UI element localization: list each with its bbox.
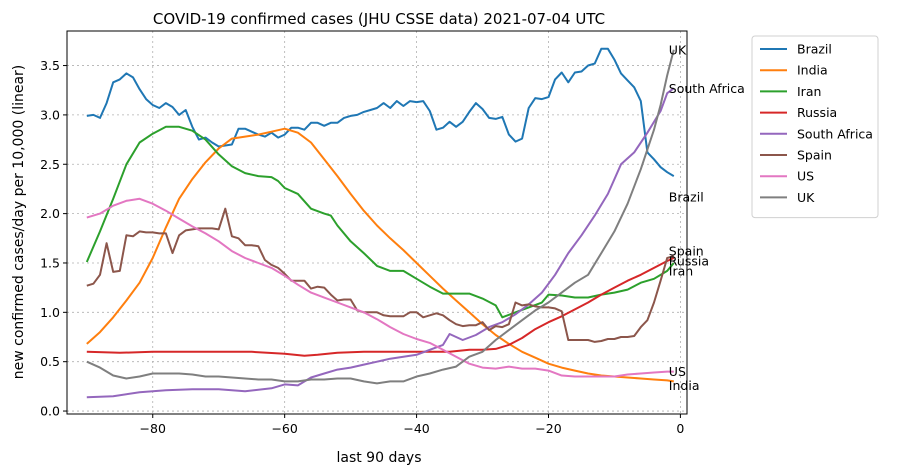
series-line-us: [86, 197, 674, 378]
series-line-iran: [85, 125, 675, 319]
series-line-uk: [86, 49, 675, 385]
series-line-india: [86, 127, 674, 383]
x-tick-label: 0: [676, 421, 684, 436]
chart-title: COVID-19 confirmed cases (JHU CSSE data)…: [153, 10, 605, 28]
end-label-south-africa: South Africa: [669, 81, 745, 96]
x-tick-label: −80: [140, 421, 166, 436]
legend-label-india: India: [797, 63, 828, 78]
x-tick-label: −40: [403, 421, 429, 436]
end-label-spain: Spain: [669, 244, 704, 259]
legend-label-south-africa: South Africa: [797, 126, 873, 141]
legend-label-iran: Iran: [797, 84, 821, 99]
x-axis: −80 −60 −40 −20 0: [140, 414, 684, 436]
plot-area: −80 −60 −40 −20 0 0.0 0.5 1.0 1.5 2.0 2.5 3.0 3.5 B…: [40, 30, 745, 436]
end-label-brazil: Brazil: [669, 189, 704, 204]
x-tick-label: −20: [535, 421, 561, 436]
legend-box: [751, 35, 879, 219]
legend-label-russia: Russia: [797, 105, 837, 120]
end-label-us: US: [669, 364, 686, 379]
legend-label-us: US: [797, 169, 814, 184]
y-tick-label: 2.5: [40, 157, 60, 172]
legend-label-spain: Spain: [797, 148, 832, 163]
y-tick-label: 2.0: [40, 206, 60, 221]
y-tick-label: 1.0: [40, 305, 60, 320]
end-label-india: India: [669, 378, 700, 393]
series-line-spain: [86, 207, 675, 343]
legend-label-brazil: Brazil: [797, 42, 832, 57]
series-line-brazil: [86, 47, 675, 177]
grid: [67, 31, 687, 414]
legend-label-uk: UK: [797, 190, 815, 205]
y-tick-label: 3.5: [40, 58, 60, 73]
y-tick-label: 0.0: [40, 404, 60, 419]
end-label-russia: Russia: [669, 254, 709, 269]
end-label-uk: UK: [669, 42, 687, 57]
end-label-iran: Iran: [669, 263, 693, 278]
series-line-russia: [86, 257, 675, 357]
y-axis-title: new confirmed cases/day per 10,000 (line…: [11, 65, 27, 380]
y-tick-label: 0.5: [40, 354, 60, 369]
y-tick-label: 3.0: [40, 107, 60, 122]
x-tick-label: −60: [271, 421, 297, 436]
legend: Brazil India Iran Russia South Africa Spain US…: [751, 35, 879, 219]
x-axis-title: last 90 days: [336, 450, 421, 466]
y-tick-label: 1.5: [40, 255, 60, 270]
series-lines: [85, 47, 675, 399]
plot-frame: [66, 30, 688, 415]
y-axis: 0.0 0.5 1.0 1.5 2.0 2.5 3.0 3.5: [40, 58, 67, 419]
